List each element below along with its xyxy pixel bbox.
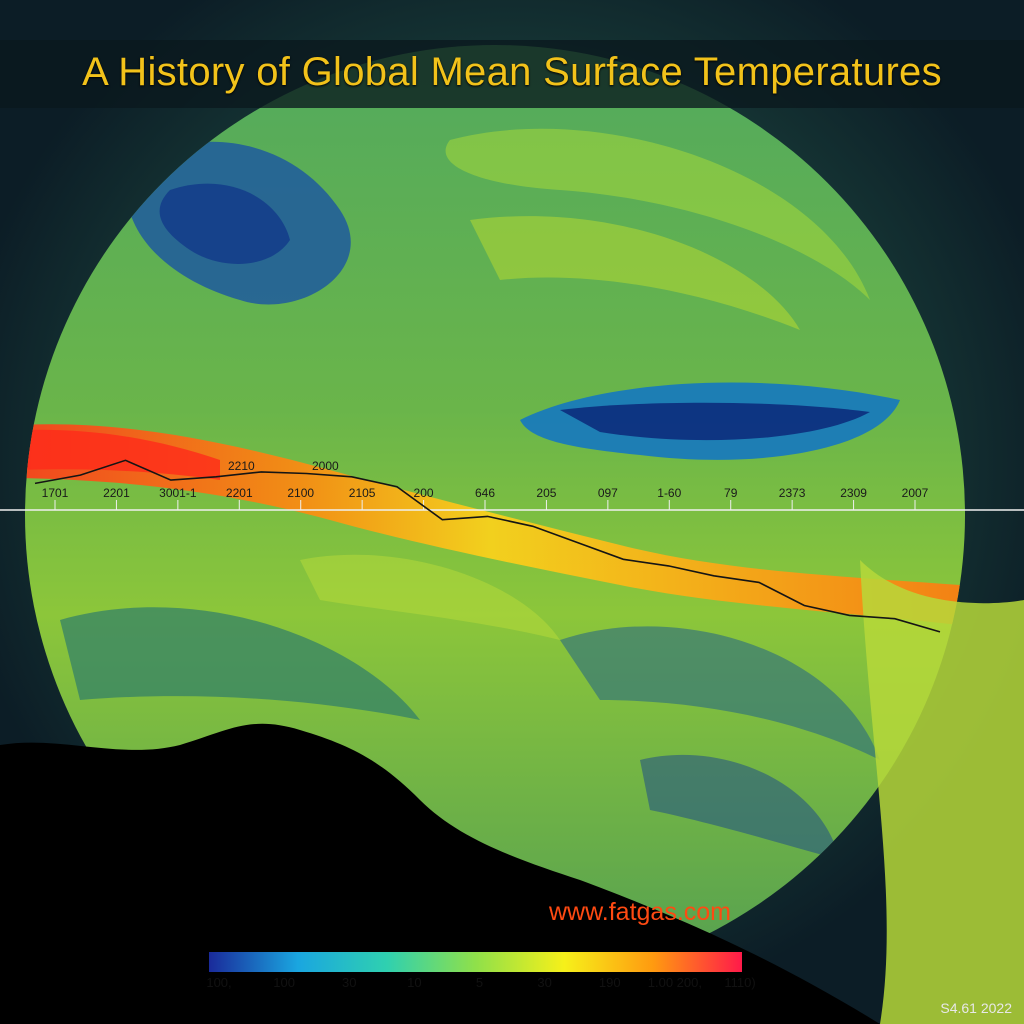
x-tick-label: 2201: [103, 486, 130, 500]
land-silhouette: [0, 723, 880, 1024]
footer-code: S4.61 2022: [940, 1000, 1012, 1016]
x-tick-label: 1-60: [657, 486, 681, 500]
x-axis-ticks: 1701 2201 3001-1 2201 2100 2105 200 646 205 097 1-…: [42, 486, 929, 510]
colorbar-tick-label: 100: [273, 975, 295, 990]
x-tick-label: 3001-1: [159, 486, 197, 500]
colorbar-tick-label: 1110): [724, 975, 756, 990]
x-tick-label: 2007: [902, 486, 929, 500]
colorbar-tick-label: 30: [342, 975, 357, 990]
x-tick-label: 2105: [349, 486, 376, 500]
x-tick-label: 2373: [779, 486, 806, 500]
x-tick-label: 2201: [226, 486, 253, 500]
colorbar-tick-label: 190: [598, 975, 621, 990]
x-tick-label: 2309: [840, 486, 867, 500]
floating-label: 2000: [312, 459, 339, 473]
colorbar-tick-label: 1.00 200,: [647, 975, 702, 990]
x-tick-label: 79: [724, 486, 738, 500]
watermark-url[interactable]: www.fatgas.com: [549, 898, 732, 926]
floating-label: 2210: [228, 459, 255, 473]
chart-title: A History of Global Mean Surface Tempera…: [82, 50, 942, 94]
colorbar-tick-label: 100,: [206, 975, 232, 990]
colorbar-tick-label: 5: [475, 975, 484, 990]
x-tick-label: 205: [536, 486, 556, 500]
trend-line: [34, 459, 941, 633]
title-bar: [0, 40, 1024, 108]
x-tick-label: 1701: [42, 486, 69, 500]
x-tick-label: 097: [598, 486, 618, 500]
colorbar-tick-label: 10: [407, 975, 422, 990]
colorbar-tick-label: 30: [537, 975, 552, 990]
colorbar: [209, 952, 742, 972]
x-tick-label: 2100: [287, 486, 314, 500]
x-tick-label: 200: [414, 486, 434, 500]
x-tick-label: 646: [475, 486, 495, 500]
